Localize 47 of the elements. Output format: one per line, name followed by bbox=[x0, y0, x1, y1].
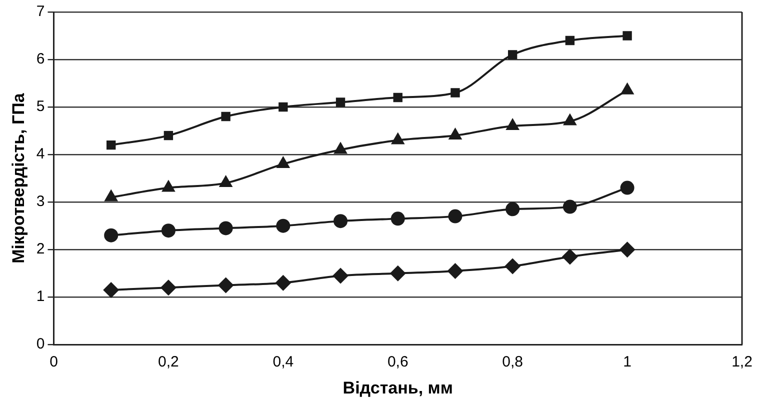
y-tick-label: 2 bbox=[36, 240, 45, 258]
y-tick-label: 4 bbox=[36, 146, 45, 163]
point bbox=[508, 50, 518, 60]
y-tick-label: 6 bbox=[36, 50, 45, 68]
y-tick-label: 0 bbox=[36, 336, 45, 353]
point bbox=[506, 202, 520, 216]
x-tick-label: 1 bbox=[623, 354, 632, 371]
y-tick-label: 3 bbox=[36, 193, 45, 210]
y-axis-title: Мікротвердість, ГПа bbox=[8, 92, 28, 264]
x-tick-label: 0,2 bbox=[158, 354, 179, 371]
x-tick-label: 0,6 bbox=[387, 354, 408, 371]
point bbox=[218, 221, 233, 236]
point bbox=[164, 130, 174, 140]
x-tick-label: 0,8 bbox=[502, 354, 524, 371]
point bbox=[390, 265, 406, 282]
point bbox=[104, 228, 118, 242]
point bbox=[622, 31, 632, 40]
point bbox=[161, 224, 176, 238]
point bbox=[448, 209, 462, 224]
point bbox=[562, 248, 578, 265]
y-tick-label: 1 bbox=[36, 288, 45, 306]
point bbox=[562, 200, 577, 214]
point bbox=[106, 140, 116, 150]
point bbox=[390, 212, 405, 226]
point bbox=[332, 268, 349, 284]
x-axis-title: Відстань, мм bbox=[342, 378, 453, 398]
x-tick-label: 1,2 bbox=[732, 354, 752, 371]
point bbox=[504, 258, 521, 274]
point bbox=[218, 277, 234, 294]
x-tick-label: 0 bbox=[50, 354, 58, 371]
point bbox=[276, 218, 290, 233]
point bbox=[620, 180, 634, 195]
point bbox=[275, 274, 292, 291]
point bbox=[103, 282, 120, 298]
point bbox=[393, 92, 402, 102]
point bbox=[160, 280, 176, 296]
point bbox=[565, 36, 575, 46]
point bbox=[334, 214, 348, 228]
point bbox=[221, 112, 230, 122]
point bbox=[447, 262, 464, 279]
point bbox=[336, 98, 346, 107]
point bbox=[450, 88, 460, 98]
x-tick-label: 0,4 bbox=[272, 354, 294, 371]
y-tick-label: 5 bbox=[36, 98, 45, 116]
point bbox=[278, 102, 288, 112]
point bbox=[619, 242, 636, 258]
y-tick-label: 7 bbox=[36, 3, 45, 20]
